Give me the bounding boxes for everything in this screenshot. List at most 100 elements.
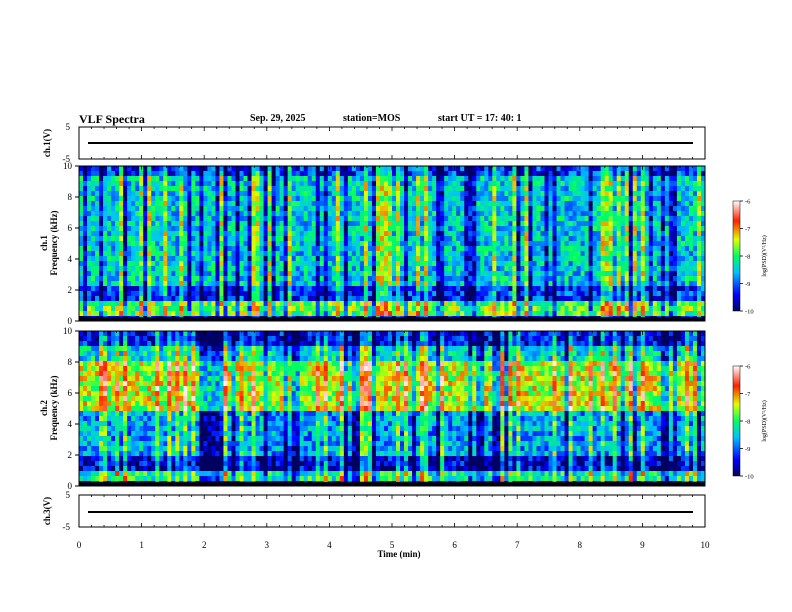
spectrogram-cell [175,296,180,302]
spectrogram-cell [331,191,337,197]
spectrogram-cell [287,296,293,302]
spectrogram-cell [604,196,610,202]
spectrogram-cell [692,246,698,252]
spectrogram-cell [95,256,100,262]
spectrogram-cell [367,226,373,232]
spectrogram-cell [616,196,622,202]
spectrogram-cell [119,271,124,277]
spectrogram-cell [163,251,168,257]
spectrogram-cell [624,301,630,307]
spectrogram-cell [436,266,441,272]
spectrogram-cell [155,196,160,202]
spectrogram-cell [367,191,373,197]
spectrogram-cell [460,276,465,282]
spectrogram-cell [664,311,670,317]
spectrogram-cell [359,306,365,312]
spectrogram-cell [319,266,325,272]
spectrogram-cell [267,261,273,267]
spectrogram-cell [612,271,618,277]
spectrogram-cell [588,281,594,287]
spectrogram-cell [688,301,694,307]
spectrogram-cell [315,186,321,192]
spectrogram-cell [540,261,545,267]
spectrogram-cell [420,261,425,267]
spectrogram-cell [608,201,614,207]
spectrogram-cell [387,181,393,187]
spectrogram-cell [592,266,598,272]
spectrogram-cell [492,191,497,197]
spectrogram-cell [79,361,84,367]
spectrogram-cell [155,286,160,292]
spectrogram-cell [408,166,413,172]
spectrogram-cell [279,216,285,222]
spectrogram-cell [131,216,136,222]
spectrogram-cell [351,176,357,182]
spectrogram-cell [243,231,248,237]
spectrogram-cell [424,171,429,177]
spectrogram-cell [379,191,385,197]
spectrogram-cell [287,206,293,212]
spectrogram-cell [115,251,120,257]
spectrogram-cell [187,221,192,227]
spectrogram-cell [103,206,108,212]
spectrogram-cell [528,216,533,222]
spectrogram-cell [171,176,176,182]
spectrogram-cell [231,306,236,312]
spectrogram-cell [412,266,417,272]
spectrogram-cell [664,296,670,302]
spectrogram-cell [263,186,268,192]
spectrogram-cell [696,226,702,232]
spectrogram-cell [299,241,305,247]
spectrogram-cell [424,176,429,182]
spectrogram-cell [219,281,224,287]
spectrogram-cell [620,271,626,277]
spectrogram-cell [179,236,184,242]
spectrogram-cell [588,226,594,232]
spectrogram-cell [628,211,634,217]
spectrogram-cell [408,286,413,292]
spectrogram-cell [375,261,381,267]
spectrogram-cell [584,181,590,187]
spectrogram-cell [464,256,469,262]
spectrogram-cell [99,261,104,267]
spectrogram-cell [596,196,602,202]
spectrogram-cell [275,256,281,262]
spectrogram-cell [592,271,598,277]
spectrogram-cell [612,301,618,307]
spectrogram-cell [512,311,517,317]
spectrogram-cell [672,176,678,182]
spectrogram-cell [480,286,485,292]
spectrogram-cell [323,186,329,192]
spectrogram-cell [684,196,690,202]
spectrogram-cell [255,176,260,182]
spectrogram-cell [351,256,357,262]
spectrogram-cell [392,166,397,172]
spectrogram-cell [484,211,489,217]
spectrogram-cell [111,201,116,207]
spectrogram-cell [484,301,489,307]
spectrogram-cell [396,291,401,297]
spectrogram-cell [255,186,260,192]
spectrogram-cell [299,311,305,317]
spectrogram-cell [359,201,365,207]
spectrogram-cell [263,171,268,177]
spectrogram-cell [472,216,477,222]
spectrogram-cell [584,191,590,197]
spectrogram-cell [91,286,96,292]
spectrogram-cell [271,206,277,212]
spectrogram-cell [392,286,397,292]
spectrogram-cell [484,276,489,282]
spectrogram-cell [520,266,525,272]
spectrogram-cell [235,226,240,232]
spectrogram-cell [692,216,698,222]
spectrogram-cell [596,201,602,207]
spectrogram-cell [335,201,341,207]
spectrogram-cell [235,176,240,182]
spectrogram-cell [95,181,100,187]
spectrogram-cell [464,241,469,247]
spectrogram-cell [600,226,606,232]
spectrogram-cell [520,296,525,302]
spectrogram-cell [287,226,293,232]
spectrogram-cell [359,241,365,247]
